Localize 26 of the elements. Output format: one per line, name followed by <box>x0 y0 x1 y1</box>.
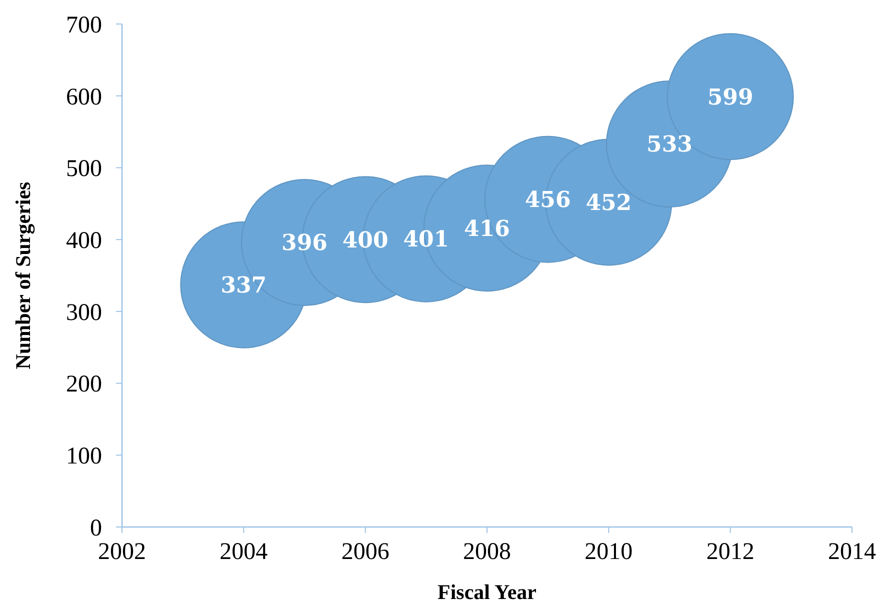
x-tick-label: 2012 <box>706 539 754 565</box>
data-label: 401 <box>403 226 450 253</box>
data-label: 452 <box>586 190 632 216</box>
y-tick-label: 500 <box>66 156 102 182</box>
y-tick-label: 600 <box>66 84 102 110</box>
y-tick-label: 0 <box>90 515 102 542</box>
y-tick-label: 300 <box>66 300 102 326</box>
data-label: 400 <box>342 227 388 254</box>
data-label: 416 <box>464 216 510 242</box>
x-tick-label: 2002 <box>98 539 146 565</box>
data-label: 396 <box>282 230 328 256</box>
x-tick-label: 2010 <box>584 539 633 565</box>
y-tick-label: 100 <box>66 444 102 470</box>
data-label: 599 <box>707 84 754 110</box>
x-tick-label: 2014 <box>828 539 876 565</box>
data-label: 337 <box>220 272 267 299</box>
y-tick-label: 200 <box>66 372 102 398</box>
data-label: 456 <box>524 187 571 214</box>
y-axis-title: Number of Surgeries <box>11 182 35 370</box>
x-tick-label: 2006 <box>341 539 390 565</box>
y-tick-label: 700 <box>66 12 102 38</box>
x-axis-title: Fiscal Year <box>438 580 536 604</box>
y-tick-label: 400 <box>66 228 102 254</box>
x-tick-label: 2008 <box>463 539 511 565</box>
data-label: 533 <box>646 132 692 158</box>
x-tick-label: 2004 <box>220 539 268 565</box>
